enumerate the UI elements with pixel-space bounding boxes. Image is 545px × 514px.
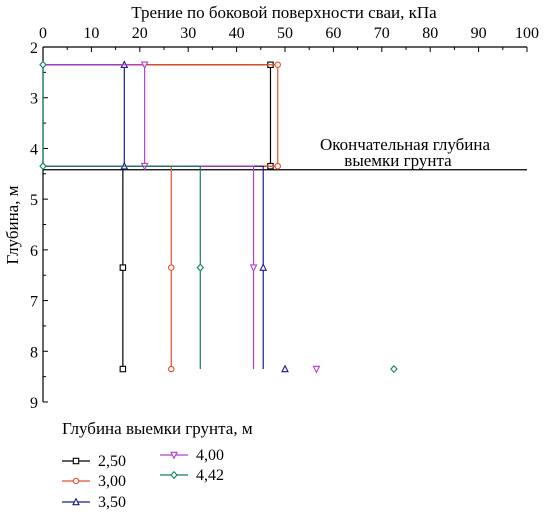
legend-title: Глубина выемки грунта, м bbox=[62, 419, 253, 438]
x-axis-title: Трение по боковой поверхности сваи, кПа bbox=[131, 3, 437, 22]
x-tick-label: 30 bbox=[180, 25, 196, 42]
legend-item: 3,00 bbox=[62, 473, 126, 490]
legend-item: 2,50 bbox=[62, 453, 126, 470]
y-tick-label: 5 bbox=[30, 192, 38, 209]
marker-triangle-down bbox=[312, 365, 321, 374]
x-tick-label: 40 bbox=[229, 25, 245, 42]
y-axis-title: Глубина, м bbox=[3, 185, 22, 264]
marker-circle bbox=[274, 61, 281, 68]
marker-triangle-down bbox=[170, 451, 178, 460]
series-line bbox=[43, 64, 279, 370]
series-line bbox=[43, 64, 264, 370]
marker-triangle-down bbox=[140, 61, 149, 70]
y-tick-label: 7 bbox=[30, 294, 38, 311]
legend-label: 4,42 bbox=[196, 467, 224, 484]
legend-label: 4,00 bbox=[196, 447, 224, 464]
x-tick-label: 10 bbox=[83, 25, 99, 42]
ticks: 0 10 20 30 40 50 60 70 80 90 100 2 3 4 5 6 7 8 9 bbox=[30, 25, 539, 412]
x-tick-label: 70 bbox=[374, 25, 390, 42]
marker-square bbox=[119, 264, 127, 271]
legend-item: 4,42 bbox=[160, 467, 224, 484]
x-tick-label: 80 bbox=[422, 25, 438, 42]
marker-diamond bbox=[170, 470, 178, 480]
marker-diamond bbox=[196, 263, 205, 272]
y-tick-label: 6 bbox=[30, 243, 38, 260]
x-tick-label: 90 bbox=[471, 25, 487, 42]
marker-circle bbox=[72, 477, 80, 485]
legend-item: 4,00 bbox=[160, 447, 224, 464]
legend-label: 3,00 bbox=[98, 473, 126, 490]
marker-square bbox=[119, 365, 127, 373]
y-tick-label: 4 bbox=[30, 141, 38, 158]
legend: 2,50 3,00 3,50 4,00 4,42 bbox=[62, 447, 224, 511]
reference-annotation-line2: выемки грунта bbox=[344, 151, 452, 170]
marker-circle bbox=[168, 365, 175, 373]
axes bbox=[42, 46, 527, 402]
series-3,00 bbox=[43, 61, 281, 373]
y-tick-label: 3 bbox=[30, 91, 38, 108]
marker-diamond bbox=[39, 60, 47, 69]
y-tick-label: 9 bbox=[30, 395, 38, 412]
series-line bbox=[43, 64, 272, 370]
series-group bbox=[39, 60, 398, 374]
legend-label: 2,50 bbox=[98, 453, 126, 470]
y-tick-label: 8 bbox=[30, 344, 38, 361]
x-tick-label: 50 bbox=[277, 25, 293, 42]
x-tick-label: 20 bbox=[132, 25, 148, 42]
legend-label: 3,50 bbox=[98, 494, 126, 511]
legend-item: 3,50 bbox=[62, 494, 126, 511]
series-line bbox=[43, 64, 255, 370]
marker-circle bbox=[274, 162, 281, 170]
series-line bbox=[42, 64, 201, 370]
y-tick-label: 2 bbox=[30, 40, 38, 57]
marker-diamond bbox=[390, 364, 398, 374]
marker-triangle-up bbox=[259, 263, 268, 271]
series-3,50 bbox=[43, 60, 289, 373]
reference-annotation-line1: Окончательная глубина bbox=[320, 135, 491, 154]
series-4,42 bbox=[39, 60, 398, 374]
marker-square bbox=[72, 457, 80, 465]
x-tick-label: 60 bbox=[325, 25, 341, 42]
marker-diamond bbox=[39, 162, 47, 171]
marker-triangle-up bbox=[281, 364, 289, 373]
x-tick-label: 0 bbox=[39, 25, 47, 42]
marker-circle bbox=[168, 264, 175, 271]
marker-triangle-down bbox=[249, 264, 258, 273]
series-2,50 bbox=[43, 61, 274, 373]
marker-triangle-up bbox=[72, 497, 80, 506]
x-tick-label: 100 bbox=[515, 25, 539, 42]
